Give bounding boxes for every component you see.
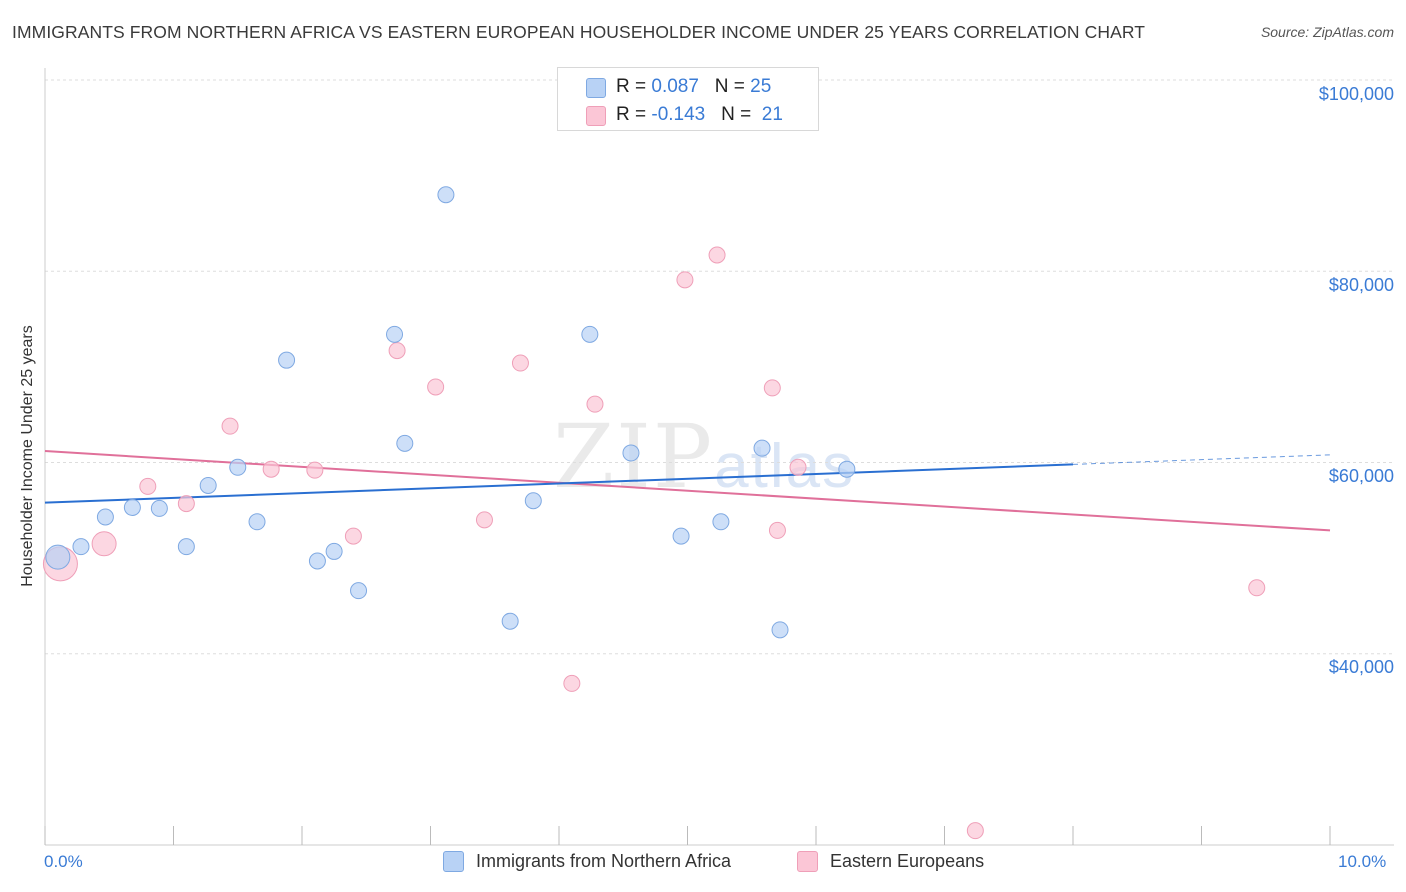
x-tick-label-min: 0.0% xyxy=(44,852,83,871)
point-eastern-europeans-17 xyxy=(768,521,786,539)
legend-item-eastern-europeans[interactable]: Eastern Europeans xyxy=(797,851,984,872)
point-eastern-europeans-16 xyxy=(763,379,781,397)
point-northern-africa-20 xyxy=(672,527,690,545)
point-eastern-europeans-5 xyxy=(262,460,280,478)
point-northern-africa-0 xyxy=(45,544,71,570)
r-value: -0.143 xyxy=(651,104,706,125)
legend-swatch-pink xyxy=(586,106,606,126)
y-axis-label: Householder Income Under 25 years xyxy=(19,325,36,587)
point-northern-africa-3 xyxy=(123,498,141,516)
y-tick-label-40000: $40,000 xyxy=(1328,657,1394,677)
point-eastern-europeans-1 xyxy=(91,531,117,557)
point-eastern-europeans-4 xyxy=(221,417,239,435)
point-northern-africa-6 xyxy=(199,476,217,494)
legend-label: Immigrants from Northern Africa xyxy=(476,851,732,871)
point-eastern-europeans-11 xyxy=(511,354,529,372)
legend-swatch-blue xyxy=(443,851,464,872)
y-tick-label-60000: $60,000 xyxy=(1328,466,1394,486)
n-value: 25 xyxy=(750,76,772,97)
chart-title: IMMIGRANTS FROM NORTHERN AFRICA VS EASTE… xyxy=(12,22,1146,42)
legend-item-northern-africa[interactable]: Immigrants from Northern Africa xyxy=(443,851,731,872)
r-value: 0.087 xyxy=(651,76,699,97)
point-northern-africa-24 xyxy=(838,460,856,478)
legend-label: Eastern Europeans xyxy=(830,851,985,871)
point-northern-africa-7 xyxy=(229,458,247,476)
trend-line-northern-africa-extension xyxy=(1072,454,1331,465)
point-eastern-europeans-6 xyxy=(306,461,324,479)
y-tick-label-80000: $80,000 xyxy=(1328,275,1394,295)
point-eastern-europeans-10 xyxy=(475,511,493,529)
point-northern-africa-16 xyxy=(501,612,519,630)
point-northern-africa-14 xyxy=(396,434,414,452)
point-northern-africa-15 xyxy=(437,186,455,204)
legend-swatch-blue xyxy=(586,78,606,98)
point-northern-africa-8 xyxy=(248,513,266,531)
trend-line-eastern-europeans xyxy=(44,450,1331,532)
r-label: R = xyxy=(616,104,652,125)
n-value: 21 xyxy=(761,104,783,125)
point-eastern-europeans-3 xyxy=(177,495,195,513)
point-northern-africa-1 xyxy=(72,538,90,556)
point-eastern-europeans-7 xyxy=(344,527,362,545)
point-eastern-europeans-8 xyxy=(388,342,406,360)
n-label: N = xyxy=(714,76,751,97)
point-northern-africa-18 xyxy=(581,325,599,343)
point-northern-africa-12 xyxy=(350,582,368,600)
r-label: R = xyxy=(616,76,652,97)
point-eastern-europeans-20 xyxy=(1248,579,1266,597)
point-eastern-europeans-12 xyxy=(563,674,581,692)
trend-line-northern-africa xyxy=(44,463,1074,504)
point-northern-africa-17 xyxy=(524,492,542,510)
point-northern-africa-21 xyxy=(712,513,730,531)
point-northern-africa-9 xyxy=(278,351,296,369)
n-label: N = xyxy=(721,104,757,125)
point-eastern-europeans-9 xyxy=(427,378,445,396)
point-northern-africa-2 xyxy=(96,508,114,526)
point-eastern-europeans-2 xyxy=(139,477,157,495)
legend-swatch-pink xyxy=(797,851,818,872)
point-northern-africa-4 xyxy=(150,499,168,517)
point-northern-africa-10 xyxy=(308,552,326,570)
point-northern-africa-23 xyxy=(771,621,789,639)
stats-legend: R = 0.087 N = 25 R = -0.143 N = 21 xyxy=(557,67,819,131)
point-northern-africa-13 xyxy=(386,325,404,343)
source-label: Source: ZipAtlas.com xyxy=(1260,24,1394,40)
point-northern-africa-5 xyxy=(177,538,195,556)
point-northern-africa-11 xyxy=(325,542,343,560)
point-eastern-europeans-18 xyxy=(789,458,807,476)
series-legend: Immigrants from Northern Africa Eastern … xyxy=(0,851,1406,877)
y-tick-label-100000: $100,000 xyxy=(1318,84,1394,104)
watermark-atlas: atlas xyxy=(714,432,856,501)
point-eastern-europeans-19 xyxy=(966,822,984,840)
point-eastern-europeans-15 xyxy=(708,246,726,264)
point-eastern-europeans-13 xyxy=(586,395,604,413)
x-tick-label-max: 10.0% xyxy=(1338,852,1387,871)
point-northern-africa-22 xyxy=(753,439,771,457)
point-northern-africa-19 xyxy=(622,444,640,462)
point-eastern-europeans-14 xyxy=(676,271,694,289)
